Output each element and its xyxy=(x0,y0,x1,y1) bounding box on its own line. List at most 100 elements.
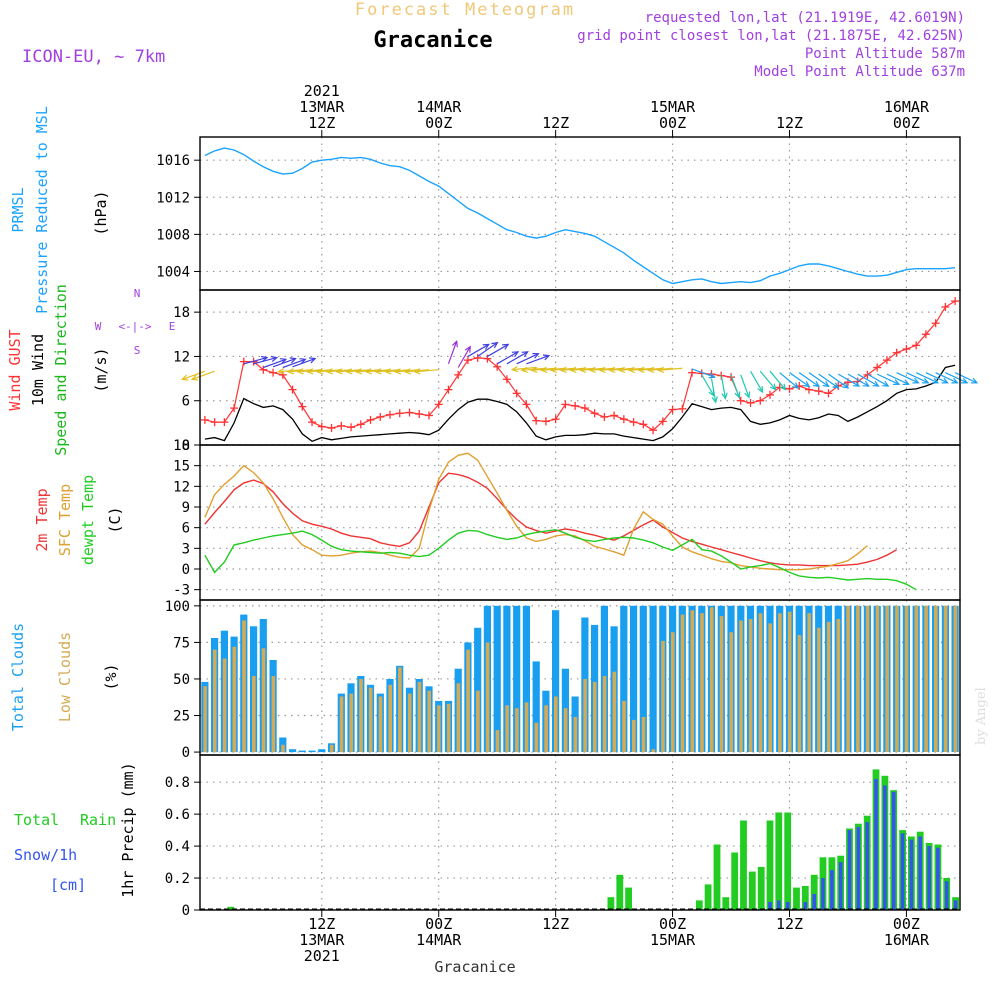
wind-arrow xyxy=(935,372,959,384)
rain-bar xyxy=(766,820,774,910)
y-tick-label: 0.6 xyxy=(165,807,190,823)
total-cloud-bar xyxy=(289,749,297,753)
snow-bar xyxy=(821,878,825,910)
gust-marker xyxy=(395,409,404,418)
low-cloud-bar xyxy=(466,649,470,753)
gust-marker xyxy=(766,390,774,399)
temp-sfc-label: SFC Temp xyxy=(56,484,74,556)
low-cloud-bar xyxy=(388,684,392,753)
low-cloud-bar xyxy=(671,632,675,753)
snow-bar xyxy=(856,826,861,910)
low-cloud-bar xyxy=(368,687,373,752)
wind-arrow-shaft xyxy=(182,370,206,380)
y-tick-label: 0.4 xyxy=(165,839,190,855)
y-tick-label: 9 xyxy=(182,500,190,516)
wind-arrow-head xyxy=(734,391,741,399)
low-cloud-bar xyxy=(222,658,227,753)
wind-arrow-shaft xyxy=(526,355,550,365)
total-label: Total xyxy=(14,811,59,829)
dewpoint-line xyxy=(204,528,917,591)
wind-arrow-head xyxy=(708,372,716,379)
low-cloud-bar xyxy=(261,648,266,753)
cloud-unit: (%) xyxy=(102,663,120,690)
gust-marker xyxy=(210,418,219,427)
wind-arrow-head xyxy=(559,366,567,374)
wind-arrow-head xyxy=(779,383,787,391)
wind-arrow-head xyxy=(289,357,297,364)
wind-arrow xyxy=(477,341,499,357)
snow-bar xyxy=(768,902,772,910)
total-cloud-bar xyxy=(522,605,530,752)
wind-arrow-head xyxy=(549,366,558,374)
bottom-time-label: 13MAR xyxy=(299,931,345,949)
gust-marker xyxy=(756,396,765,405)
wind-arrow xyxy=(190,370,215,381)
wind-arrow-head xyxy=(286,368,295,375)
wind-arrow-shaft xyxy=(720,374,727,399)
wind-arrow-shaft xyxy=(837,373,860,387)
low-cloud-bar xyxy=(534,722,539,752)
y-tick-label: 18 xyxy=(173,438,190,454)
wind-arrow-shaft xyxy=(769,370,786,390)
wind-arrow xyxy=(876,373,901,385)
wind-arrow-shaft xyxy=(710,378,717,403)
total-cloud-bar xyxy=(308,750,316,753)
wind-arrow-head xyxy=(882,380,890,387)
y-tick-label: 50 xyxy=(173,672,190,688)
low-cloud-bar xyxy=(427,690,431,753)
top-time-label: 16MAR xyxy=(884,98,930,116)
wind-arrow-head xyxy=(364,368,372,375)
top-time-label: 13MAR xyxy=(299,98,345,116)
rain-bar xyxy=(810,874,818,910)
wind-arrow xyxy=(263,358,288,369)
low-cloud-bar xyxy=(242,620,246,753)
temp-2m-label: 2m Temp xyxy=(33,488,51,551)
low-cloud-bar xyxy=(768,623,772,753)
gust-marker xyxy=(941,302,950,311)
low-cloud-bar xyxy=(914,605,919,752)
rain-bar xyxy=(607,897,615,910)
low-cloud-bar xyxy=(602,676,607,752)
low-cloud-bar xyxy=(817,627,821,753)
y-tick-label: 3 xyxy=(182,541,190,557)
rain-bar xyxy=(227,906,235,910)
y-tick-label: 12 xyxy=(173,479,190,495)
gust-marker xyxy=(424,411,433,420)
wind-arrow-head xyxy=(872,380,880,387)
y-tick-label: 1004 xyxy=(156,264,190,280)
wind-arrow-head xyxy=(413,368,421,375)
snow-bar xyxy=(865,822,869,910)
gust-marker xyxy=(863,370,872,379)
precip-unit: 1hr Precip (mm) xyxy=(119,762,137,897)
low-cloud-bar xyxy=(719,616,724,753)
low-cloud-bar xyxy=(875,605,880,752)
y-tick-label: 0.8 xyxy=(165,775,190,791)
wind-arrow xyxy=(828,373,850,389)
y-tick-label: 75 xyxy=(173,635,190,651)
wind-arrow xyxy=(789,372,811,388)
snow-bar xyxy=(918,836,922,910)
pressure-unit: (hPa) xyxy=(92,190,110,235)
gust-marker xyxy=(317,422,326,431)
total-cloud-bar xyxy=(513,605,521,752)
wind-arrow-shaft xyxy=(896,372,919,384)
bottom-time-label: 00Z xyxy=(893,915,920,933)
wind-arrow-head xyxy=(803,380,811,388)
rain-bar xyxy=(757,866,765,910)
rain-bar xyxy=(713,844,721,910)
gust-marker xyxy=(327,424,336,433)
snow-bar xyxy=(838,862,843,910)
low-cloud-bar xyxy=(339,696,344,753)
wind-arrow-head xyxy=(822,380,830,388)
low-cloud-bar xyxy=(252,676,256,752)
wind-arrow xyxy=(720,374,728,400)
low-cloud-bar xyxy=(904,605,909,752)
gust-marker xyxy=(278,370,287,379)
wind-arrow-head xyxy=(393,368,402,375)
snow-bar xyxy=(803,902,808,910)
wind-arrow xyxy=(413,368,439,375)
low-cloud-bar xyxy=(632,719,636,753)
gust-marker xyxy=(473,353,482,362)
wind-arrow xyxy=(272,357,297,368)
wind-arrow-shaft xyxy=(828,373,849,389)
